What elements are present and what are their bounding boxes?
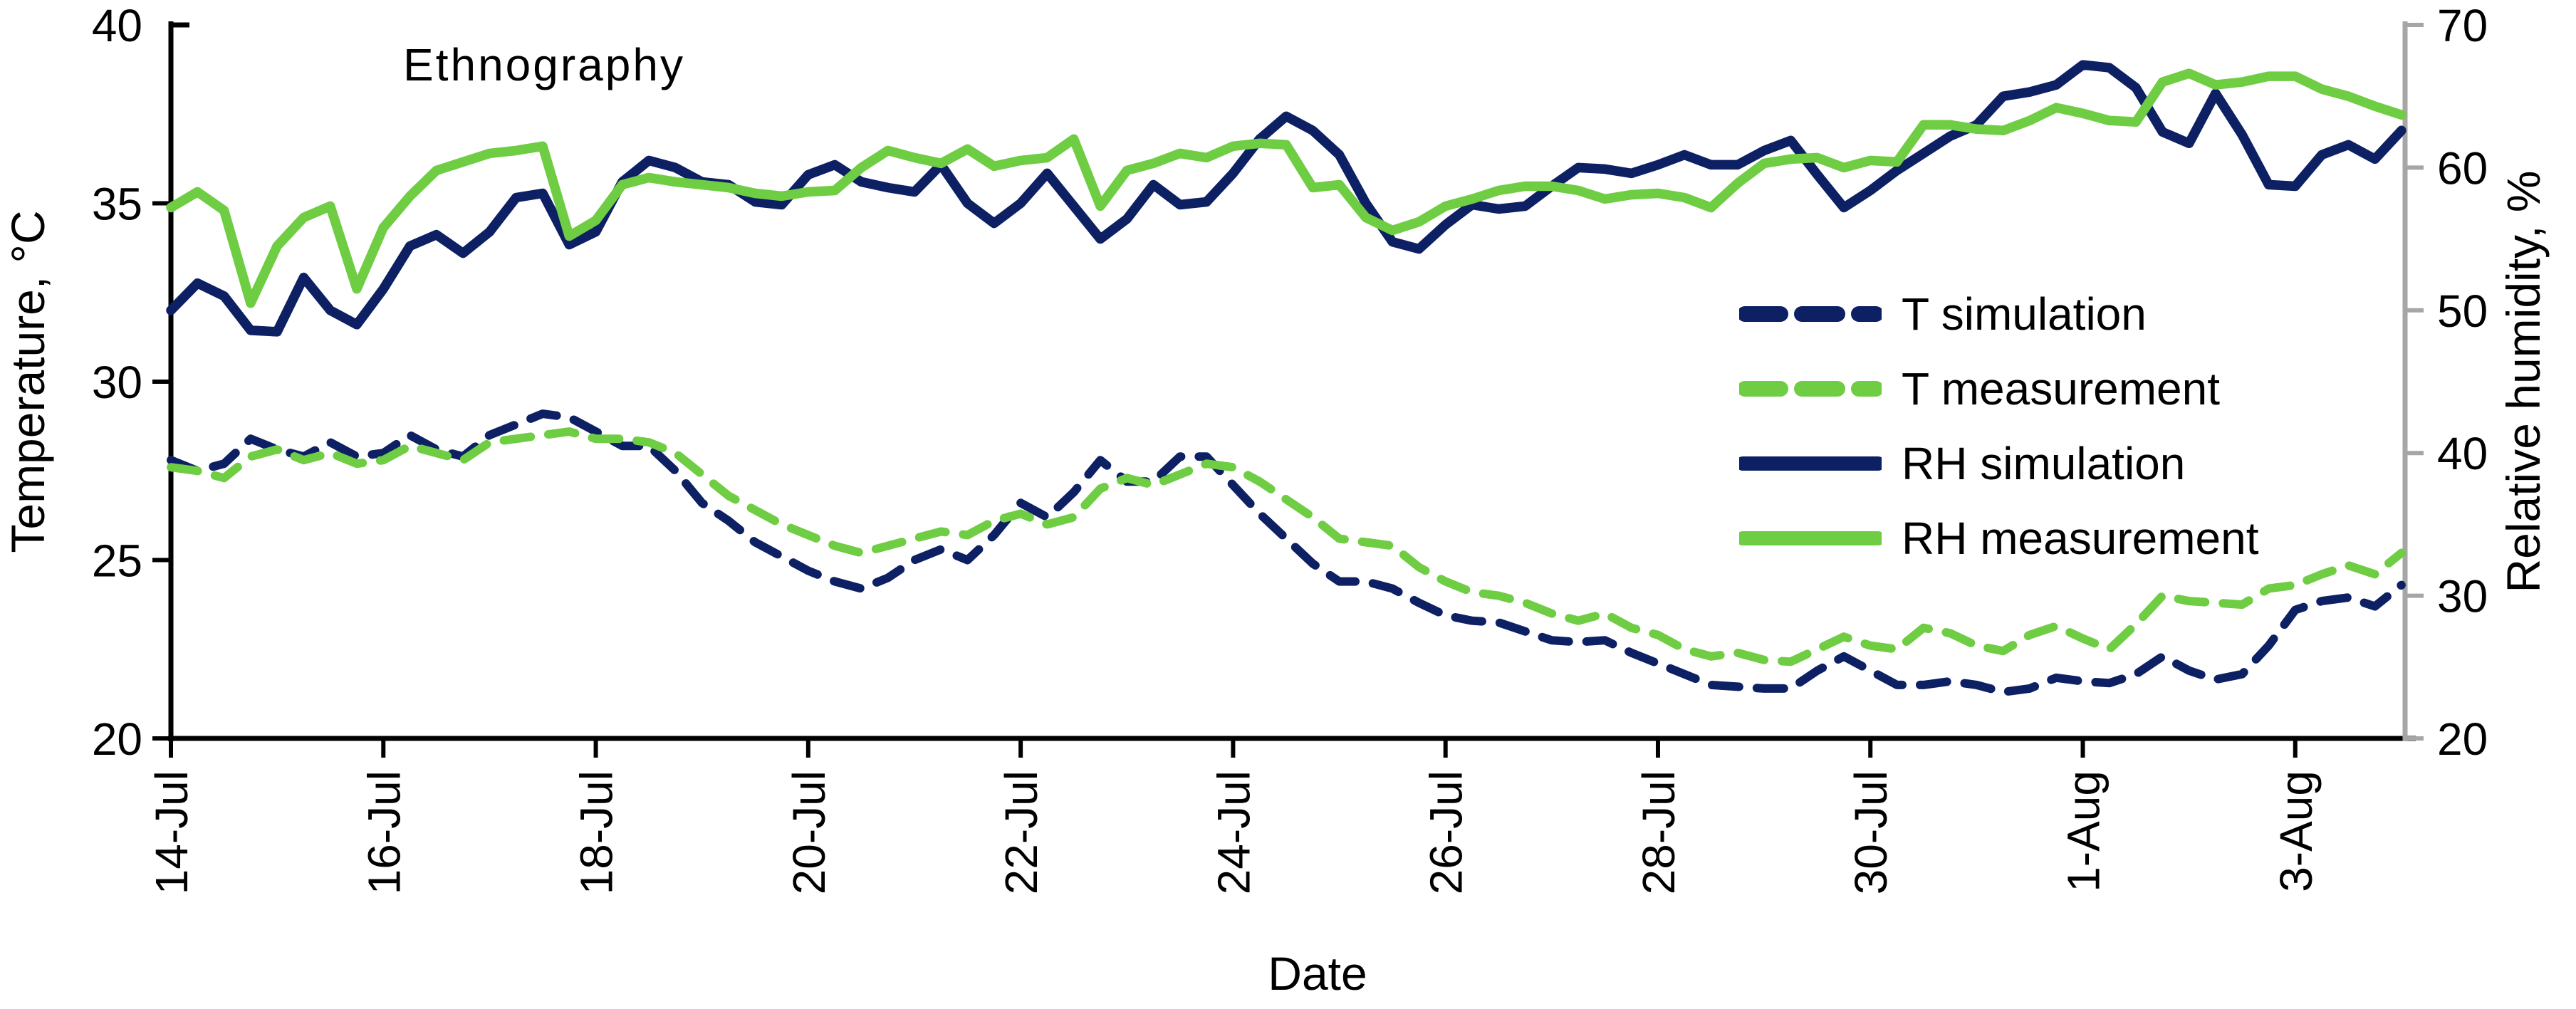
y-axis-right-title: Relative humidity, % <box>2497 170 2550 592</box>
x-axis-tick-label: 16-Jul <box>358 770 410 894</box>
rh-simulation-solid-line-icon <box>1739 456 1882 471</box>
legend-label: RH simulation <box>1902 437 2186 489</box>
t-simulation-dashed-line-icon <box>1739 305 1882 322</box>
right-axis-tick-label: 30 <box>2437 571 2488 622</box>
series-t-measurement <box>167 427 2406 666</box>
right-axis-tick-label: 20 <box>2437 713 2488 765</box>
right-axis-tick-label: 50 <box>2437 286 2488 337</box>
right-axis-tick-label: 60 <box>2437 142 2488 194</box>
x-axis-tick-label: 30-Jul <box>1845 770 1897 894</box>
left-axis-tick-label: 25 <box>92 535 142 587</box>
legend-label: T simulation <box>1902 288 2147 340</box>
x-axis-tick-label: 24-Jul <box>1208 770 1259 894</box>
x-axis-tick-label: 22-Jul <box>996 770 1047 894</box>
right-axis-tick-label: 70 <box>2437 0 2488 51</box>
legend: T simulation T measurement RH simulation… <box>1739 276 2259 575</box>
legend-item-rh-simulation: RH simulation <box>1739 426 2259 501</box>
x-axis-tick-label: 1-Aug <box>2058 770 2110 892</box>
x-axis-title: Date <box>1268 947 1367 1000</box>
left-axis-tick-label: 30 <box>92 357 142 408</box>
chart-title: Ethnography <box>403 39 685 90</box>
rh-measurement-solid-line-icon <box>1739 530 1882 545</box>
left-axis-tick-label: 20 <box>92 713 142 765</box>
y-axis-left-title: Temperature, °C <box>1 210 54 553</box>
left-axis-tick-label: 35 <box>92 179 142 230</box>
legend-label: T measurement <box>1902 362 2220 414</box>
x-axis-tick-label: 3-Aug <box>2270 770 2322 892</box>
x-axis-tick-label: 14-Jul <box>146 770 197 894</box>
t-measurement-dashed-line-icon <box>1739 380 1882 397</box>
right-axis-tick-label: 40 <box>2437 428 2488 479</box>
legend-label: RH measurement <box>1902 512 2259 564</box>
left-axis-tick-label: 40 <box>92 0 142 51</box>
legend-item-t-measurement: T measurement <box>1739 351 2259 426</box>
series-rh-measurement <box>166 68 2406 308</box>
series-layer <box>166 60 2406 696</box>
x-axis-tick-label: 20-Jul <box>783 770 835 894</box>
series-t-simulation <box>167 409 2406 696</box>
x-axis-tick-label: 28-Jul <box>1633 770 1684 894</box>
legend-item-rh-measurement: RH measurement <box>1739 501 2259 575</box>
series-rh-simulation <box>166 60 2406 337</box>
x-axis-tick-label: 18-Jul <box>571 770 622 894</box>
legend-item-t-simulation: T simulation <box>1739 276 2259 351</box>
x-axis-tick-label: 26-Jul <box>1421 770 1472 894</box>
